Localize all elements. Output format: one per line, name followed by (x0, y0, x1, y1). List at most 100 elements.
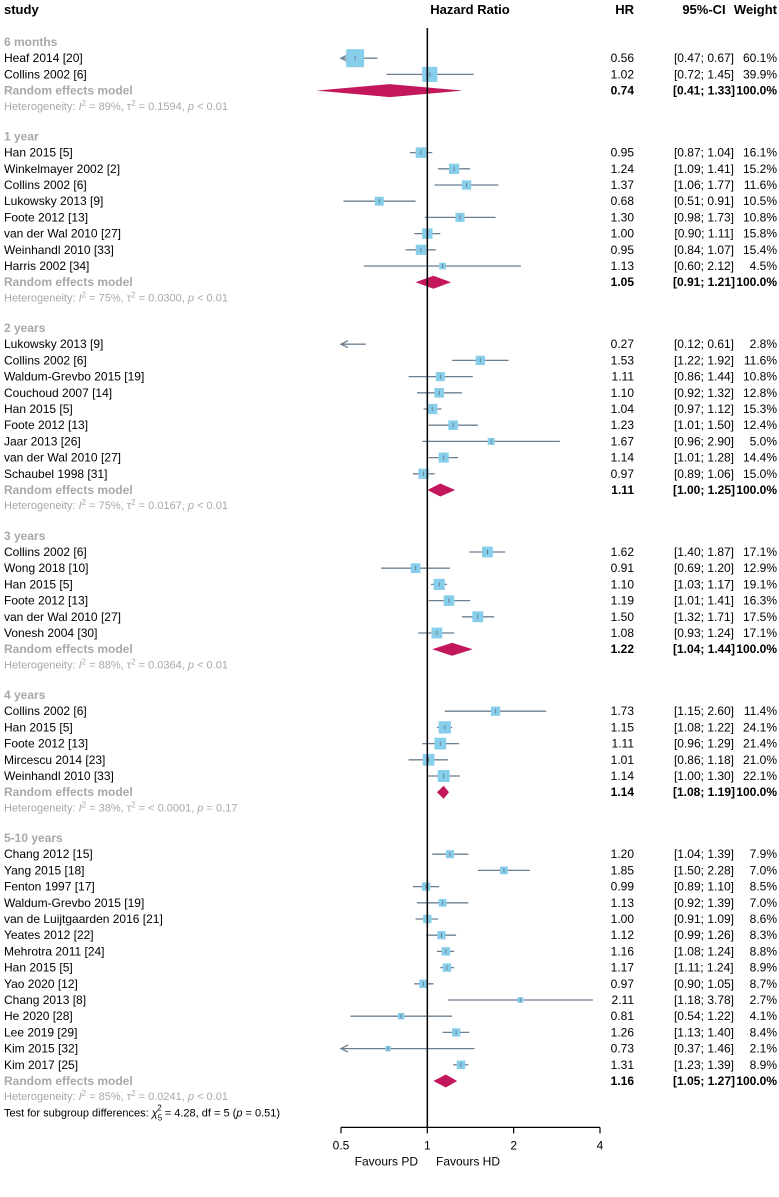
favours-hd-label: Favours HD (436, 1154, 500, 1168)
study-weight: 8.4% (750, 1025, 778, 1039)
x-tick-label: 0.5 (333, 1138, 350, 1152)
study-weight: 4.5% (750, 259, 778, 273)
study-ci: [1.08; 1.24] (674, 944, 734, 958)
study-label: Lee 2019 [29] (4, 1025, 77, 1039)
x-tick-label: 4 (597, 1138, 604, 1152)
study-weight: 8.9% (750, 1058, 778, 1072)
study-row: Collins 2002 [6] 1.73 [1.15; 2.60] 11.4% (4, 704, 777, 718)
study-weight: 8.3% (750, 928, 778, 942)
study-weight: 15.2% (743, 162, 777, 176)
header-weight: Weight (734, 2, 778, 17)
study-hr: 1.12 (611, 928, 635, 942)
study-hr: 0.56 (611, 51, 635, 65)
study-row: Foote 2012 [13] 1.11 [0.96; 1.29] 21.4% (4, 737, 777, 751)
study-hr: 1.85 (611, 863, 635, 877)
study-row: Mircescu 2014 [23] 1.01 [0.86; 1.18] 21.0% (4, 753, 777, 767)
study-hr: 1.11 (612, 737, 635, 751)
study-weight: 60.1% (743, 51, 777, 65)
study-weight: 16.3% (743, 594, 777, 608)
study-ci: [0.89; 1.06] (674, 467, 734, 481)
study-label: Fenton 1997 [17] (4, 880, 95, 894)
study-ci: [0.86; 1.18] (674, 753, 734, 767)
study-hr: 0.95 (611, 243, 635, 257)
ci-arrow-left (339, 340, 349, 349)
study-row: Collins 2002 [6] 1.37 [1.06; 1.77] 11.6% (4, 178, 777, 192)
study-ci: [0.97; 1.12] (674, 402, 734, 416)
study-hr: 1.00 (611, 227, 635, 241)
study-weight: 15.4% (743, 243, 777, 257)
study-ci: [1.01; 1.50] (674, 418, 734, 432)
study-ci: [1.04; 1.39] (674, 847, 734, 861)
study-hr: 0.91 (611, 561, 635, 575)
study-row: Foote 2012 [13] 1.19 [1.01; 1.41] 16.3% (4, 594, 777, 608)
subgroup-title: 3 years (4, 529, 46, 543)
study-label: van der Wal 2010 [27] (4, 451, 121, 465)
pooled-row: Random effects model 1.11 [1.00; 1.25] 100.… (4, 483, 777, 497)
study-ci: [1.01; 1.41] (674, 594, 734, 608)
heterogeneity-stats: Heterogeneity: I2 = 75%, τ2 = 0.0300, p … (4, 290, 228, 304)
study-label: Weinhandl 2010 [33] (4, 769, 114, 783)
study-hr: 0.99 (611, 880, 635, 894)
study-row: Fenton 1997 [17] 0.99 [0.89; 1.10] 8.5% (4, 880, 777, 894)
pooled-ci: [0.41; 1.33] (673, 84, 735, 98)
study-ci: [1.22; 1.92] (674, 353, 734, 367)
subgroup-title: 4 years (4, 688, 46, 702)
study-weight: 12.9% (743, 561, 777, 575)
study-row: Kim 2017 [25] 1.31 [1.23; 1.39] 8.9% (4, 1058, 777, 1072)
study-row: Han 2015 [5] 1.10 [1.03; 1.17] 19.1% (4, 577, 777, 591)
header-hazard-ratio: Hazard Ratio (430, 2, 510, 17)
study-label: van de Luijtgaarden 2016 [21] (4, 912, 163, 926)
study-hr: 2.11 (612, 993, 635, 1007)
study-row: Jaar 2013 [26] 1.67 [0.96; 2.90] 5.0% (4, 434, 777, 448)
study-weight: 21.4% (743, 737, 777, 751)
study-weight: 22.1% (743, 769, 777, 783)
pooled-ci: [1.05; 1.27] (673, 1074, 735, 1088)
pooled-weight: 100.0% (736, 785, 777, 799)
heterogeneity-stats: Heterogeneity: I2 = 38%, τ2 = < 0.0001, … (4, 800, 237, 814)
study-hr: 1.00 (611, 912, 635, 926)
study-hr: 1.02 (611, 67, 635, 81)
study-ci: [0.91; 1.09] (674, 912, 734, 926)
study-ci: [1.23; 1.39] (674, 1058, 734, 1072)
heterogeneity-stats: Heterogeneity: I2 = 75%, τ2 = 0.0167, p … (4, 498, 228, 512)
subgroup-6-months: 6 months Heaf 2014 [20] 0.56 [0.47; 0.67] 60… (4, 35, 777, 113)
study-ci: [0.47; 0.67] (674, 51, 734, 65)
subgroup-5-10-years: 5-10 years Chang 2012 [15] 1.20 [1.04; 1.39… (4, 831, 777, 1103)
pooled-row: Random effects model 1.22 [1.04; 1.44] 100.… (4, 642, 777, 656)
study-hr: 1.26 (611, 1025, 635, 1039)
pooled-hr: 1.16 (611, 1074, 635, 1088)
study-row: Schaubel 1998 [31] 0.97 [0.89; 1.06] 15.0% (4, 467, 777, 481)
study-row: Winkelmayer 2002 [2] 1.24 [1.09; 1.41] 15.2… (4, 162, 777, 176)
study-row: Han 2015 [5] 0.95 [0.87; 1.04] 16.1% (4, 146, 777, 160)
study-hr: 1.50 (611, 610, 635, 624)
study-ci: [0.87; 1.04] (674, 146, 734, 160)
header-study: study (4, 2, 39, 17)
study-hr: 1.30 (611, 210, 635, 224)
study-hr: 0.95 (611, 146, 635, 160)
study-weight: 2.7% (750, 993, 778, 1007)
pooled-weight: 100.0% (736, 275, 777, 289)
study-hr: 1.24 (611, 162, 635, 176)
study-row: Chang 2013 [8] 2.11 [1.18; 3.78] 2.7% (4, 993, 777, 1007)
study-ci: [1.50; 2.28] (674, 863, 734, 877)
pooled-hr: 1.11 (611, 483, 634, 497)
study-label: Weinhandl 2010 [33] (4, 243, 114, 257)
study-ci: [0.93; 1.24] (674, 626, 734, 640)
pooled-weight: 100.0% (736, 642, 777, 656)
favours-pd-label: Favours PD (355, 1154, 419, 1168)
study-weight: 11.6% (744, 353, 777, 367)
study-label: Jaar 2013 [26] (4, 434, 81, 448)
pooled-row: Random effects model 1.14 [1.08; 1.19] 100.… (4, 785, 777, 799)
subgroup-title: 1 year (4, 129, 39, 143)
pooled-hr: 1.05 (611, 275, 635, 289)
study-label: Han 2015 [5] (4, 577, 73, 591)
column-headers: study Hazard Ratio HR 95%-CI Weight (4, 2, 778, 17)
study-weight: 5.0% (750, 434, 778, 448)
study-row: Waldum-Grevbo 2015 [19] 1.11 [0.86; 1.44] 1… (4, 370, 777, 384)
study-weight: 8.8% (750, 944, 778, 958)
study-ci: [0.37; 1.46] (674, 1042, 734, 1056)
study-weight: 15.3% (743, 402, 777, 416)
pooled-label: Random effects model (4, 84, 133, 98)
study-row: Han 2015 [5] 1.17 [1.11; 1.24] 8.9% (4, 961, 777, 975)
